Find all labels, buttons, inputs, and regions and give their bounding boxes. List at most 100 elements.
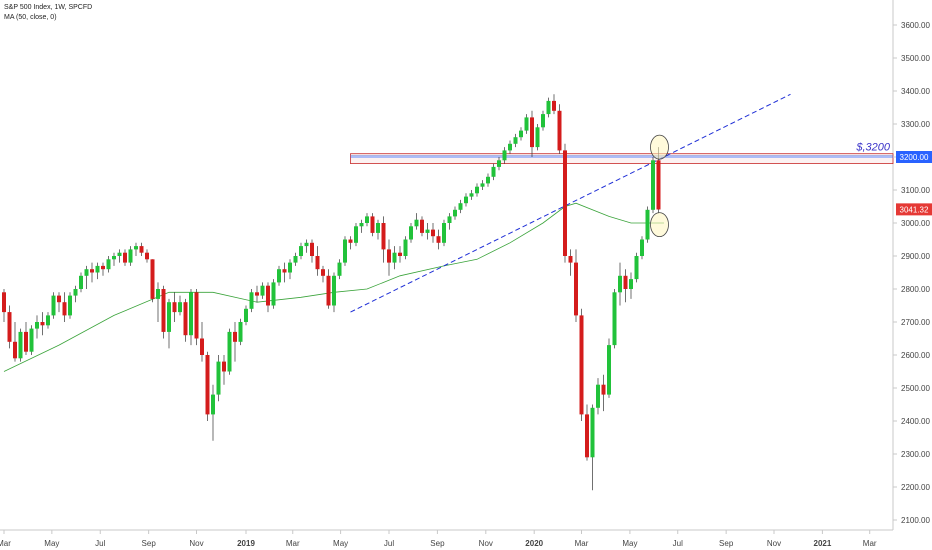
candle bbox=[183, 298, 188, 342]
candle bbox=[640, 236, 644, 260]
candle bbox=[618, 262, 622, 306]
candle bbox=[381, 216, 386, 263]
candle bbox=[497, 157, 501, 171]
candle-body bbox=[227, 331, 232, 372]
candle bbox=[596, 378, 600, 415]
candle bbox=[57, 292, 61, 313]
candle bbox=[513, 133, 518, 148]
candle-body bbox=[354, 226, 358, 243]
candle-body bbox=[244, 308, 248, 322]
candle-body bbox=[414, 219, 419, 227]
candle bbox=[365, 213, 369, 227]
candle-body bbox=[255, 292, 259, 296]
chart-legend: S&P 500 Index, 1W, SPCFD MA (50, close, … bbox=[4, 3, 92, 23]
candle-body bbox=[90, 269, 94, 273]
candle bbox=[178, 295, 182, 316]
candle bbox=[271, 279, 276, 309]
candle bbox=[123, 249, 127, 266]
candle bbox=[222, 355, 226, 385]
y-tick-label: 3400.00 bbox=[901, 87, 930, 96]
trendline bbox=[350, 93, 791, 313]
candle bbox=[79, 272, 83, 293]
candle-body bbox=[205, 355, 210, 415]
candle-body bbox=[18, 331, 23, 359]
candle bbox=[310, 239, 314, 263]
candle-body bbox=[266, 285, 270, 306]
candle-body bbox=[172, 302, 177, 313]
candle-body bbox=[7, 312, 12, 342]
x-tick-label: 2020 bbox=[525, 539, 543, 548]
candle bbox=[354, 223, 358, 247]
candle bbox=[211, 384, 215, 441]
candle-body bbox=[623, 275, 628, 289]
candle-body bbox=[117, 252, 122, 256]
candle-body bbox=[436, 236, 441, 243]
candle bbox=[337, 259, 342, 280]
candle bbox=[128, 246, 133, 266]
candle bbox=[293, 252, 298, 266]
candle bbox=[332, 272, 336, 313]
candle-body bbox=[563, 150, 567, 256]
candle-body bbox=[189, 292, 193, 336]
moving-average-line bbox=[3, 202, 664, 372]
candle bbox=[442, 219, 446, 247]
resistance-band bbox=[350, 153, 894, 164]
candle bbox=[51, 292, 56, 319]
candle bbox=[414, 213, 419, 230]
candle bbox=[13, 322, 17, 362]
candle bbox=[167, 298, 171, 349]
x-tick-label: Mar bbox=[286, 539, 300, 548]
candle-body bbox=[46, 315, 50, 326]
candle bbox=[139, 242, 144, 256]
candle bbox=[579, 308, 584, 421]
candle bbox=[387, 239, 391, 276]
candle-body bbox=[442, 223, 446, 243]
candle-body bbox=[35, 322, 39, 329]
candle bbox=[299, 242, 303, 260]
candle-body bbox=[497, 160, 501, 167]
candle-body bbox=[288, 262, 292, 273]
candle-body bbox=[332, 275, 336, 306]
candle-body bbox=[134, 246, 138, 250]
candle-body bbox=[524, 117, 529, 131]
candle-body bbox=[29, 328, 34, 352]
candle bbox=[420, 216, 424, 237]
candle-body bbox=[431, 229, 435, 237]
candle bbox=[216, 355, 221, 402]
candle bbox=[398, 246, 402, 263]
candle bbox=[447, 213, 452, 230]
candle-body bbox=[365, 216, 369, 223]
candle-body bbox=[392, 252, 397, 263]
candle bbox=[249, 289, 254, 313]
candle bbox=[480, 180, 485, 190]
candle bbox=[425, 223, 430, 240]
candle bbox=[200, 322, 204, 362]
candle-body bbox=[310, 242, 314, 256]
candle bbox=[255, 285, 259, 303]
candle-body bbox=[486, 176, 490, 184]
candle-body bbox=[585, 414, 589, 458]
candle-body bbox=[167, 302, 171, 332]
candle-body bbox=[535, 127, 540, 148]
candle-body bbox=[282, 269, 287, 273]
candle bbox=[18, 328, 23, 362]
candle-body bbox=[216, 361, 221, 395]
candle-body bbox=[101, 265, 105, 270]
candle-body bbox=[376, 223, 380, 233]
candle bbox=[233, 322, 237, 362]
candle-body bbox=[348, 239, 353, 243]
candle bbox=[475, 183, 479, 197]
candle bbox=[629, 272, 633, 299]
y-tick-label: 2500.00 bbox=[901, 384, 930, 393]
price-tag bbox=[896, 151, 932, 163]
candle bbox=[112, 252, 116, 266]
candle-body bbox=[645, 209, 650, 240]
price-tag-label: 3200.00 bbox=[900, 153, 929, 162]
candle-body bbox=[634, 256, 639, 280]
candle-body bbox=[530, 117, 534, 148]
candle bbox=[376, 219, 380, 240]
candle bbox=[436, 229, 441, 250]
candle bbox=[645, 206, 650, 243]
candle-body bbox=[123, 252, 127, 263]
